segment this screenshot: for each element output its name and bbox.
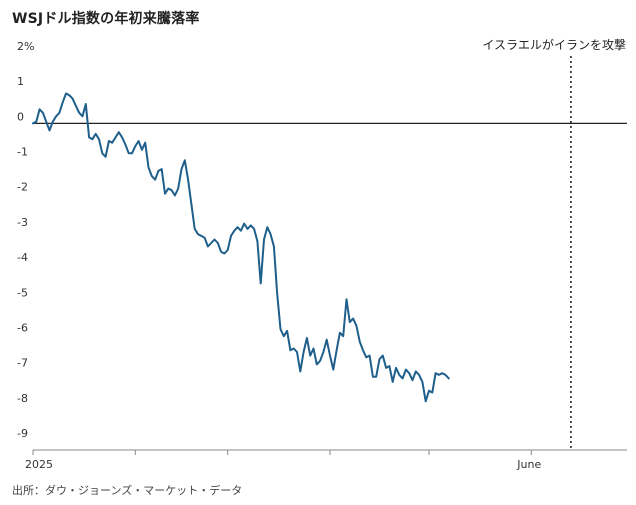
event-label: イスラエルがイランを攻撃 xyxy=(482,37,626,52)
y-tick-label: -4 xyxy=(17,251,28,264)
x-axis: 2025 June xyxy=(25,449,627,471)
event-annotation: イスラエルがイランを攻撃 xyxy=(482,37,626,450)
y-tick-label: 2% xyxy=(17,40,34,53)
x-tick-label: 2025 xyxy=(25,458,53,471)
y-tick-label: -5 xyxy=(17,286,28,299)
y-tick-label: -7 xyxy=(17,357,28,370)
series-line xyxy=(32,92,450,403)
chart-title: WSJドル指数の年初来騰落率 xyxy=(12,11,200,27)
source-note: 出所：ダウ・ジョーンズ・マーケット・データ xyxy=(12,484,243,497)
y-tick-label: 1 xyxy=(17,75,24,88)
y-tick-label: -9 xyxy=(17,427,28,440)
y-tick-label: -2 xyxy=(17,181,28,194)
y-tick-label: -8 xyxy=(17,392,28,405)
x-tick-label: June xyxy=(516,458,541,471)
y-tick-label: -3 xyxy=(17,216,28,229)
y-tick-label: -1 xyxy=(17,146,28,159)
y-tick-label: -6 xyxy=(17,321,28,334)
y-tick-label: 0 xyxy=(17,110,24,123)
y-axis-ticks: 2% 1 0 -1 -2 -3 -4 -5 -6 -7 -8 -9 xyxy=(17,40,34,440)
plot-area xyxy=(32,92,627,403)
